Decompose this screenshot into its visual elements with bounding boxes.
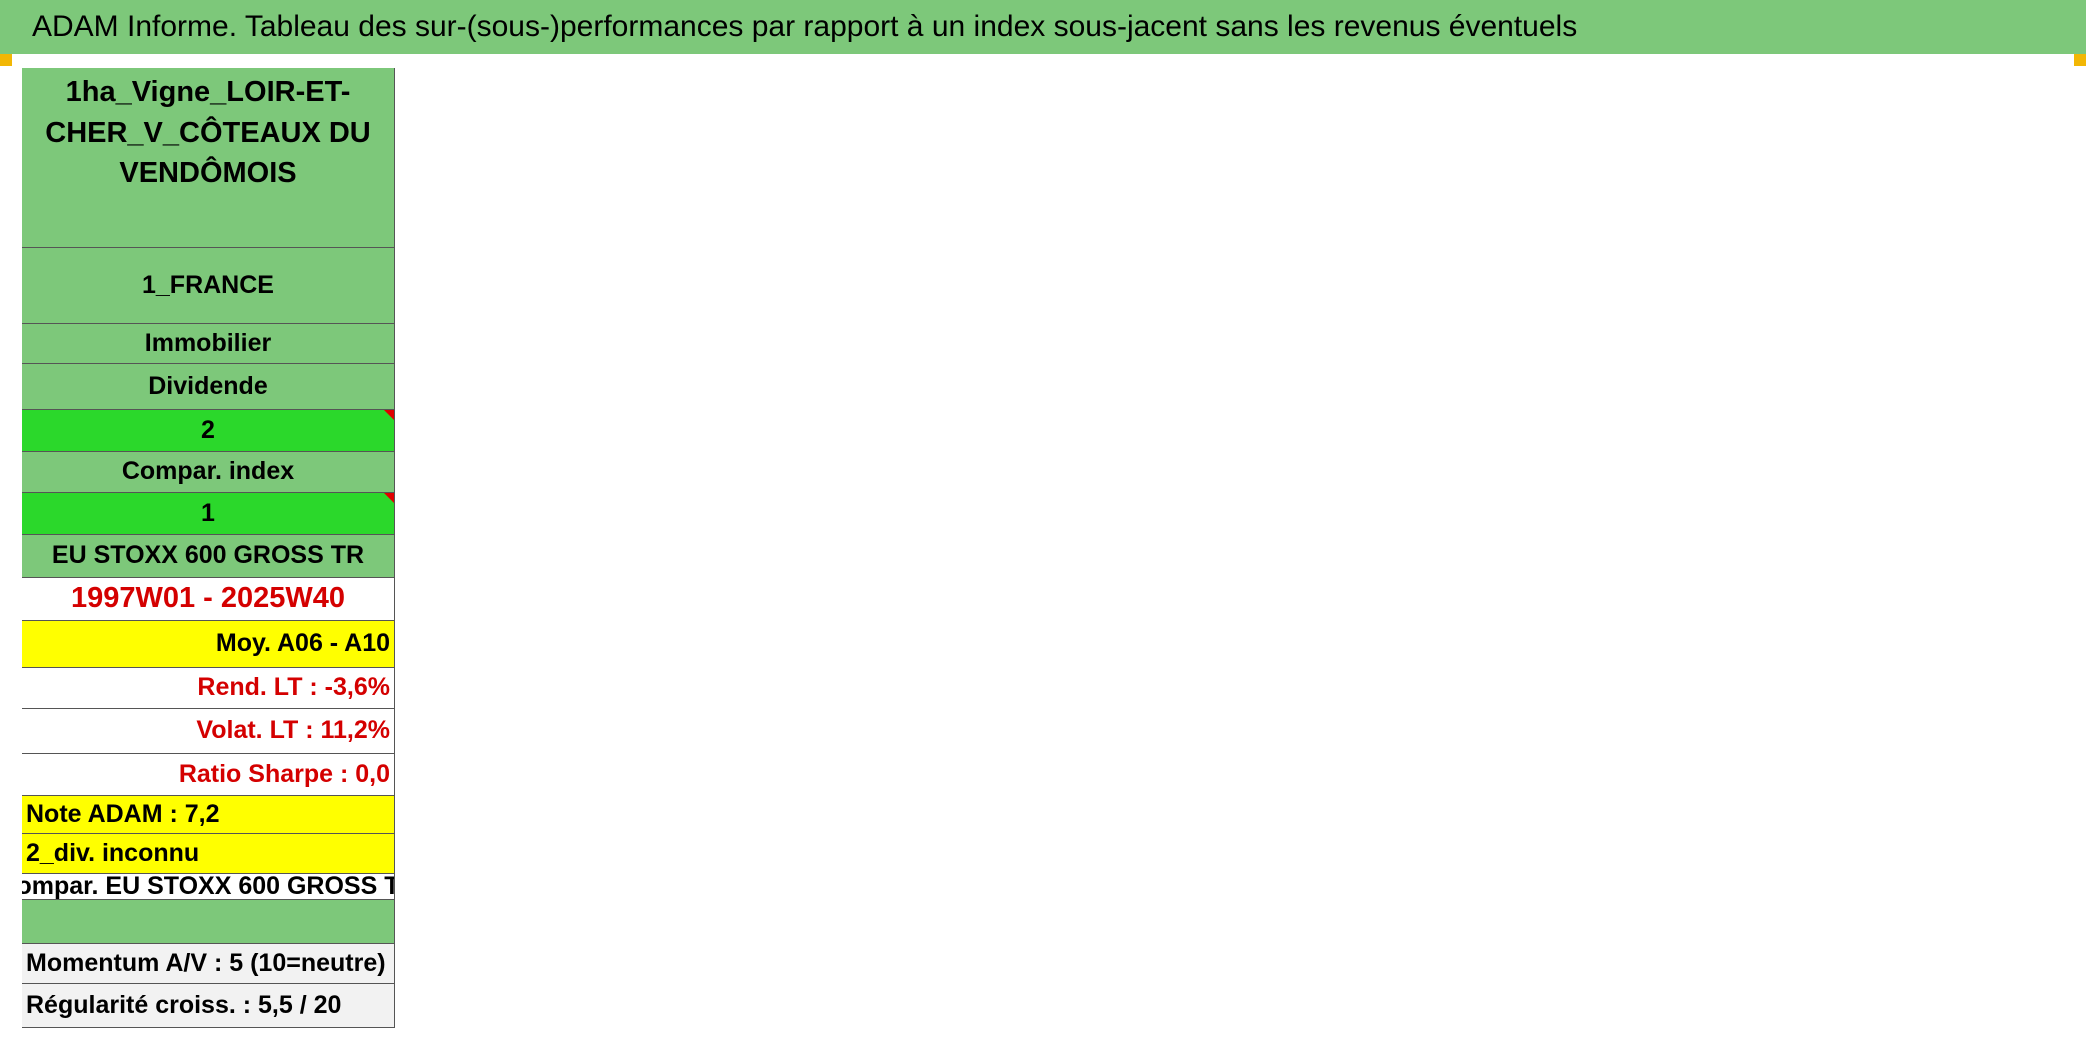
comparison-index: Compar. EU STOXX 600 GROSS TR [22,874,395,900]
sharpe-ratio: Ratio Sharpe : 0,0 [22,754,395,796]
long-term-return: Rend. LT : -3,6% [22,668,395,709]
comment-marker [384,410,394,420]
comment-marker [384,493,394,503]
regularity: Régularité croiss. : 5,5 / 20 [22,984,395,1028]
page-title: ADAM Informe. Tableau des sur-(sous-)per… [0,0,2086,54]
performance-table: 1ha_Vigne_LOIR-ET-CHER_V_CÔTEAUX DU VEND… [22,68,2065,1028]
asset-name: 1ha_Vigne_LOIR-ET-CHER_V_CÔTEAUX DU VEND… [22,68,395,248]
country-label: 1_FRANCE [22,248,395,324]
sector-label: Immobilier [22,324,395,364]
rank-cell: 1 [22,493,395,535]
rank-cell: 2 [22,410,395,452]
long-term-volatility: Volat. LT : 11,2% [22,709,395,754]
index-name: EU STOXX 600 GROSS TR [22,535,395,578]
average-label: Moy. A06 - A10 [22,621,395,668]
dividend-status: 2_div. inconnu [22,834,395,874]
spacer-cell [22,900,395,944]
corner-marker [0,54,12,66]
dividend-label: Dividende [22,364,395,410]
momentum: Momentum A/V : 5 (10=neutre) [22,944,395,984]
period-label: 1997W01 - 2025W40 [22,578,395,621]
compar-index-label: Compar. index [22,452,395,493]
corner-marker [2074,54,2086,66]
adam-score: Note ADAM : 7,2 [22,796,395,834]
